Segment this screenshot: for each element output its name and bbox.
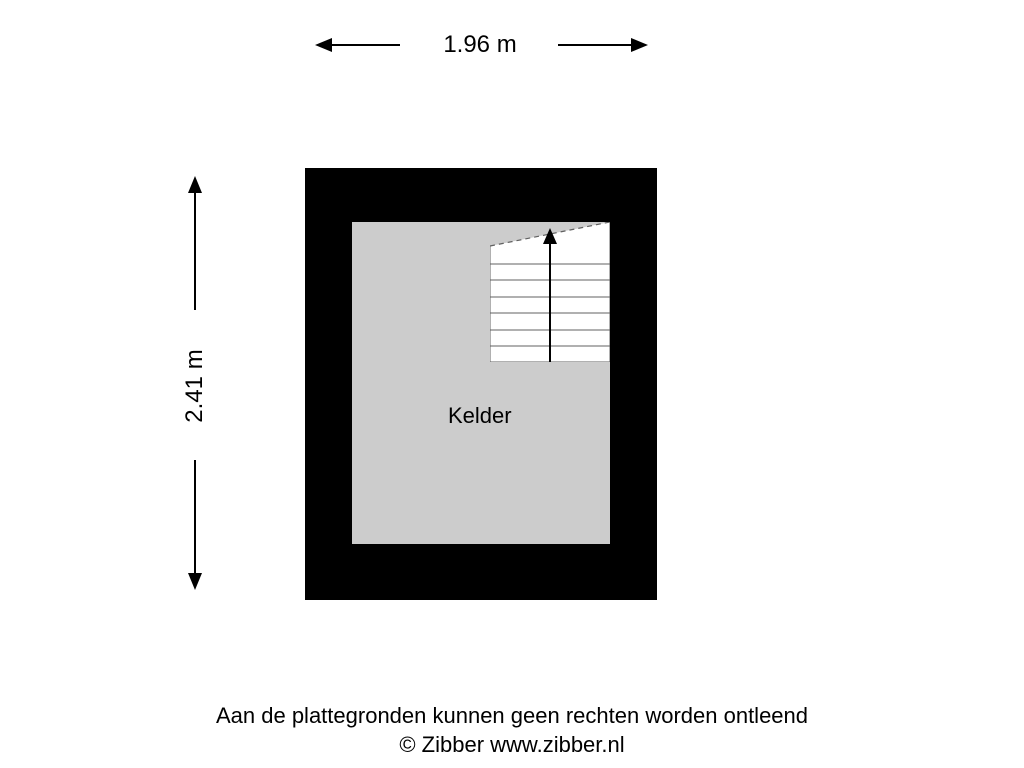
- stairs-svg: [490, 222, 610, 362]
- room-label: Kelder: [448, 403, 512, 429]
- dimension-height-label: 2.41 m: [181, 336, 209, 436]
- footer-line2: © Zibber www.zibber.nl: [399, 732, 624, 757]
- stairs: [490, 222, 610, 362]
- dimension-left: [0, 0, 260, 640]
- footer-disclaimer: Aan de plattegronden kunnen geen rechten…: [0, 702, 1024, 759]
- footer-line1: Aan de plattegronden kunnen geen rechten…: [216, 703, 808, 728]
- dimension-width-label: 1.96 m: [430, 31, 530, 59]
- floorplan-canvas: Kelder 1.96: [0, 0, 1024, 768]
